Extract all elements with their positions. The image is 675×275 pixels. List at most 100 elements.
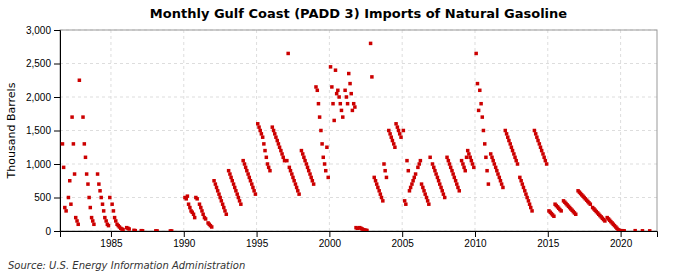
point xyxy=(513,156,517,160)
point xyxy=(256,122,259,126)
point xyxy=(422,189,426,193)
point xyxy=(437,179,441,183)
point xyxy=(188,206,192,210)
point xyxy=(75,219,79,223)
point xyxy=(434,172,438,176)
point xyxy=(277,142,281,146)
point xyxy=(104,219,108,223)
point xyxy=(396,125,400,128)
tick-label: 1990 xyxy=(173,238,196,249)
point xyxy=(516,162,520,166)
tick-mark xyxy=(54,64,60,65)
tick-label: 2010 xyxy=(464,238,487,249)
point xyxy=(98,189,102,193)
point xyxy=(494,166,498,170)
point xyxy=(501,186,505,190)
y-tick: 2,000 xyxy=(26,92,60,103)
point xyxy=(91,219,95,223)
point xyxy=(507,139,511,143)
point xyxy=(512,152,516,156)
point xyxy=(410,182,414,186)
point xyxy=(417,162,421,166)
point xyxy=(103,216,107,220)
point xyxy=(408,189,412,193)
point xyxy=(399,135,403,139)
point xyxy=(326,176,330,180)
tick-mark xyxy=(111,231,112,237)
point xyxy=(84,156,88,160)
point xyxy=(275,139,279,143)
point xyxy=(438,182,442,186)
axis-line xyxy=(61,232,658,238)
point xyxy=(223,209,227,213)
grid-line xyxy=(60,197,657,198)
point xyxy=(309,176,313,180)
point xyxy=(335,92,339,96)
point xyxy=(374,179,378,183)
point xyxy=(263,149,267,153)
point xyxy=(383,169,387,173)
point xyxy=(382,162,386,166)
point xyxy=(504,129,508,133)
point xyxy=(574,213,578,217)
point xyxy=(428,156,432,160)
point xyxy=(232,182,236,186)
point xyxy=(409,186,413,190)
grid-line xyxy=(60,63,657,64)
tick-label: 2015 xyxy=(537,238,560,249)
x-tick: 2005 xyxy=(392,231,415,249)
point xyxy=(372,176,376,180)
point xyxy=(388,132,392,136)
point xyxy=(134,229,138,231)
point xyxy=(369,42,373,46)
point xyxy=(404,202,408,206)
point xyxy=(317,102,321,106)
point xyxy=(487,182,491,186)
point xyxy=(426,199,430,203)
point xyxy=(447,159,451,163)
point xyxy=(198,202,202,206)
point xyxy=(218,196,222,200)
plot-frame xyxy=(60,30,657,231)
tick-mark xyxy=(184,231,185,237)
point xyxy=(339,102,343,106)
point xyxy=(482,129,486,133)
point xyxy=(90,216,94,220)
point xyxy=(542,156,546,160)
point xyxy=(325,146,329,150)
point xyxy=(63,206,67,210)
point xyxy=(69,202,73,206)
point xyxy=(249,179,253,183)
point xyxy=(272,129,276,133)
point xyxy=(86,182,90,186)
point xyxy=(530,209,534,213)
point xyxy=(214,182,218,186)
point xyxy=(508,142,512,146)
point xyxy=(107,224,111,228)
point xyxy=(453,176,457,180)
point xyxy=(544,159,548,163)
point xyxy=(518,176,522,180)
point xyxy=(279,149,283,153)
point xyxy=(222,206,226,210)
point xyxy=(292,179,296,183)
point xyxy=(85,172,89,176)
point xyxy=(257,125,261,128)
point xyxy=(296,189,300,193)
point xyxy=(76,223,80,227)
point xyxy=(215,186,219,190)
point xyxy=(262,142,266,146)
point xyxy=(231,179,235,183)
point xyxy=(394,122,398,126)
point xyxy=(431,162,435,166)
point xyxy=(319,129,323,133)
point xyxy=(340,109,344,113)
point xyxy=(529,206,533,210)
point xyxy=(489,152,493,156)
point xyxy=(225,213,229,217)
point xyxy=(311,179,315,183)
point xyxy=(411,179,415,183)
grid-line xyxy=(60,97,657,98)
point xyxy=(524,192,528,196)
point xyxy=(498,176,502,180)
